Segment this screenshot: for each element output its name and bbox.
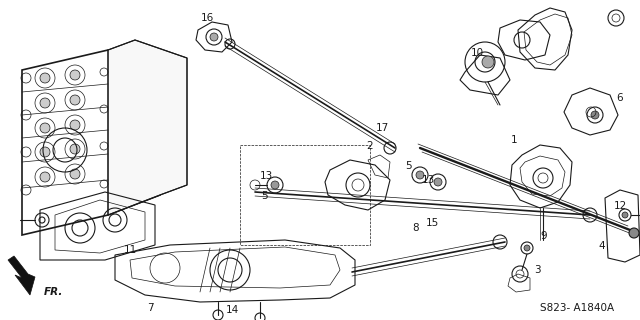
Text: S823- A1840A: S823- A1840A [540, 303, 614, 313]
Bar [240, 145, 370, 245]
Circle shape [70, 144, 80, 154]
Text: 7: 7 [147, 303, 154, 313]
Text: 8: 8 [413, 223, 419, 233]
Circle shape [40, 73, 50, 83]
Text: 16: 16 [200, 13, 214, 23]
Text: 10: 10 [470, 48, 484, 58]
Circle shape [629, 228, 639, 238]
Text: 5: 5 [262, 191, 268, 201]
Circle shape [622, 212, 628, 218]
Text: 12: 12 [613, 201, 627, 211]
Text: 3: 3 [534, 265, 540, 275]
Circle shape [416, 171, 424, 179]
Circle shape [482, 56, 494, 68]
Circle shape [70, 169, 80, 179]
Circle shape [40, 147, 50, 157]
Text: FR.: FR. [44, 287, 63, 297]
Circle shape [40, 98, 50, 108]
Text: 9: 9 [541, 231, 547, 241]
Circle shape [524, 245, 530, 251]
Circle shape [271, 181, 279, 189]
Text: 14: 14 [225, 305, 239, 315]
Polygon shape [8, 256, 35, 295]
Text: 4: 4 [598, 241, 605, 251]
Circle shape [40, 172, 50, 182]
Text: 5: 5 [404, 161, 412, 171]
Circle shape [434, 178, 442, 186]
Circle shape [591, 111, 599, 119]
Polygon shape [108, 40, 187, 215]
Circle shape [70, 70, 80, 80]
Circle shape [40, 123, 50, 133]
Circle shape [70, 120, 80, 130]
Text: 15: 15 [426, 218, 438, 228]
Text: 1: 1 [511, 135, 517, 145]
Text: 13: 13 [421, 175, 435, 185]
Text: 6: 6 [617, 93, 623, 103]
Circle shape [210, 33, 218, 41]
Text: 13: 13 [259, 171, 273, 181]
Circle shape [70, 95, 80, 105]
Text: 11: 11 [124, 245, 136, 255]
Text: 17: 17 [376, 123, 388, 133]
Text: 2: 2 [367, 141, 373, 151]
